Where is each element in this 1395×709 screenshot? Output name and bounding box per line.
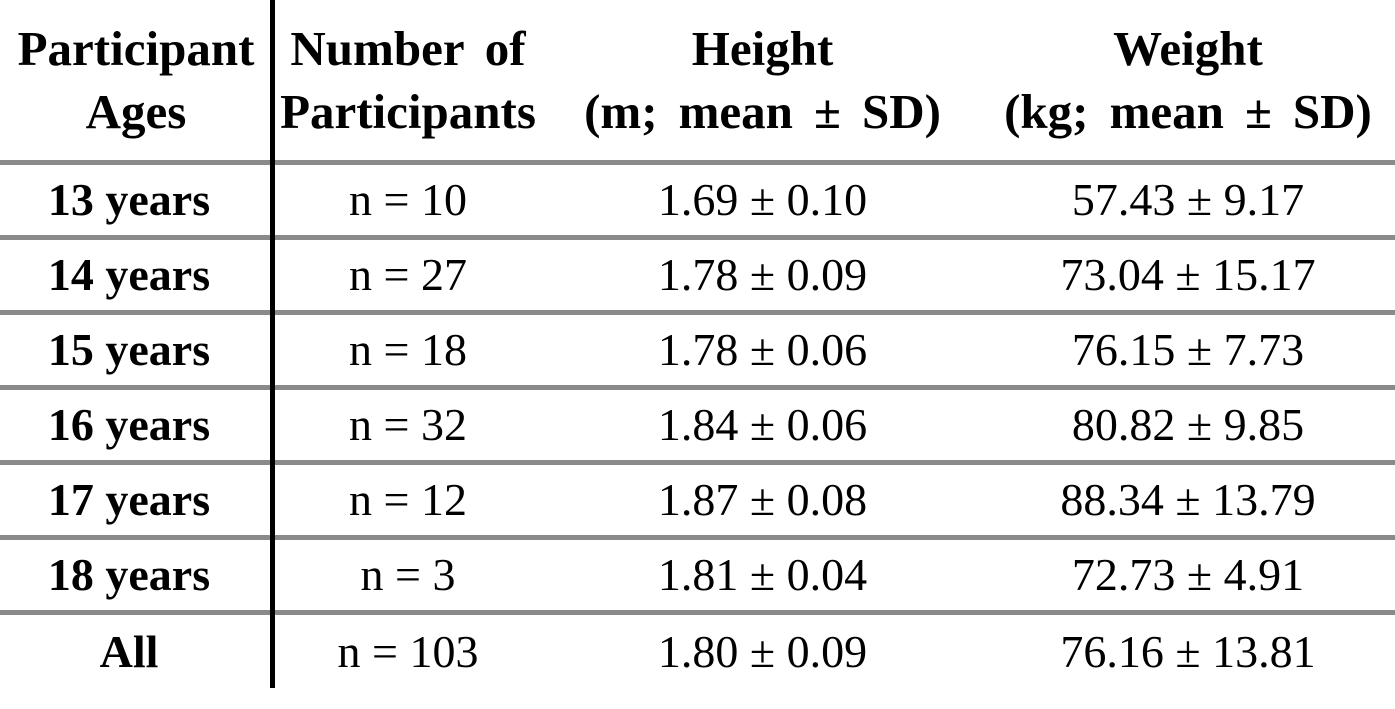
cell-n: n = 18 — [349, 324, 467, 375]
table-row-all: All n = 103 1.80 ± 0.09 76.16 ± 13.81 — [0, 615, 1395, 688]
table-row: 14 years n = 27 1.78 ± 0.09 73.04 ± 15.1… — [0, 240, 1395, 315]
header-cell-weight: Weight (kg; mean ± SD) — [981, 0, 1395, 160]
cell-n: n = 103 — [337, 625, 479, 677]
cell-n: n = 27 — [349, 249, 467, 300]
cell-weight: 72.73 ± 4.91 — [1071, 549, 1305, 600]
header-cell-height: Height (m; mean ± SD) — [544, 0, 981, 160]
header-cell-number-of-participants: Number of Participants — [272, 0, 544, 160]
header-line: (m; mean ± SD) — [584, 84, 941, 139]
cell-age: 13 years — [47, 174, 211, 225]
cell-age: All — [99, 625, 159, 677]
cell-age: 17 years — [47, 474, 211, 525]
header-line: Number of — [290, 21, 526, 76]
table-row: 16 years n = 32 1.84 ± 0.06 80.82 ± 9.85 — [0, 390, 1395, 465]
header-line: Weight — [1113, 21, 1263, 76]
cell-age: 18 years — [47, 549, 211, 600]
cell-height: 1.87 ± 0.08 — [657, 474, 868, 525]
header-line: Ages — [85, 84, 187, 139]
cell-height: 1.78 ± 0.06 — [657, 324, 868, 375]
header-line: Participant — [17, 21, 255, 76]
cell-height: 1.69 ± 0.10 — [657, 174, 868, 225]
cell-weight: 80.82 ± 9.85 — [1071, 399, 1305, 450]
cell-n: n = 12 — [349, 474, 467, 525]
header-cell-participant-ages: Participant Ages — [0, 0, 272, 160]
cell-n: n = 3 — [360, 549, 456, 600]
cell-height: 1.78 ± 0.09 — [657, 249, 868, 300]
table-row: 15 years n = 18 1.78 ± 0.06 76.15 ± 7.73 — [0, 315, 1395, 390]
cell-height: 1.80 ± 0.09 — [657, 625, 868, 677]
table-row: 18 years n = 3 1.81 ± 0.04 72.73 ± 4.91 — [0, 540, 1395, 615]
column-divider-line — [270, 0, 275, 688]
cell-n: n = 10 — [349, 174, 467, 225]
cell-weight: 76.15 ± 7.73 — [1071, 324, 1305, 375]
cell-weight: 88.34 ± 13.79 — [1060, 474, 1316, 525]
cell-height: 1.84 ± 0.06 — [657, 399, 868, 450]
cell-n: n = 32 — [349, 399, 467, 450]
cell-age: 14 years — [47, 249, 211, 300]
header-line: (kg; mean ± SD) — [1004, 84, 1372, 139]
table-row: 13 years n = 10 1.69 ± 0.10 57.43 ± 9.17 — [0, 165, 1395, 240]
cell-age: 15 years — [47, 324, 211, 375]
cell-weight: 73.04 ± 15.17 — [1060, 249, 1316, 300]
header-line: Participants — [280, 84, 536, 139]
table-row: 17 years n = 12 1.87 ± 0.08 88.34 ± 13.7… — [0, 465, 1395, 540]
cell-weight: 57.43 ± 9.17 — [1071, 174, 1305, 225]
cell-age: 16 years — [47, 399, 211, 450]
cell-weight: 76.16 ± 13.81 — [1060, 625, 1316, 677]
header-line: Height — [691, 21, 834, 76]
table-header-row: Participant Ages Number of Participants … — [0, 0, 1395, 165]
cell-height: 1.81 ± 0.04 — [657, 549, 868, 600]
